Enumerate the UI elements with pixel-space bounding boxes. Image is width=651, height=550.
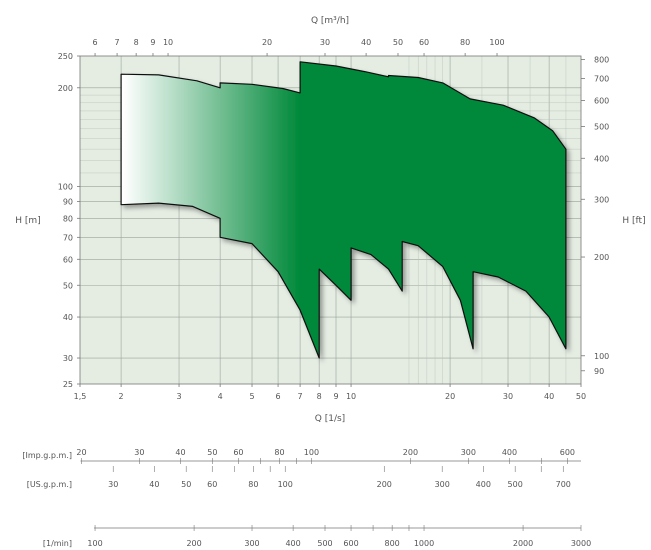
- flow-scale-tick-label: 400: [502, 448, 517, 457]
- x-tick-label: 7: [298, 392, 303, 401]
- x2-tick-label: 40: [361, 38, 371, 47]
- x-tick-label: 30: [503, 392, 513, 401]
- x-tick-label: 1,5: [74, 392, 87, 401]
- y2-tick-label: 700: [594, 75, 609, 84]
- x2-tick-label: 9: [150, 38, 155, 47]
- flow-scale-tick-label: 40: [149, 480, 159, 489]
- flow-scale-tick-label: 200: [403, 448, 418, 457]
- x2-tick-label: 20: [262, 38, 272, 47]
- y-tick-label: 25: [63, 380, 73, 389]
- x2-tick-label: 6: [93, 38, 98, 47]
- flow-scale-tick-label: 500: [508, 480, 523, 489]
- x2-tick-label: 50: [393, 38, 403, 47]
- y2-tick-label: 500: [594, 123, 609, 132]
- y-tick-label: 30: [63, 354, 73, 363]
- flow-scale-tick-label: 100: [304, 448, 319, 457]
- axis-ticks: 1,5 2 3 4 5 6 7 8 9 10 20 30 40 50 25 30 40 50 60 70 80 90 100…: [58, 38, 610, 401]
- plot-frame: [79, 55, 582, 385]
- flow-scale-tick-label: 100: [87, 539, 102, 548]
- flow-scale-tick-label: 2000: [513, 539, 533, 548]
- flow-scale-unit-label: [Imp.g.p.m.]: [22, 451, 72, 460]
- flow-scale-tick-label: 500: [317, 539, 332, 548]
- flow-scale-tick-label: 600: [343, 539, 358, 548]
- flow-scale-tick-label: 3000: [571, 539, 591, 548]
- flow-scale-tick-label: 80: [274, 448, 284, 457]
- x-tick-label: 8: [317, 392, 322, 401]
- y2-tick-label: 200: [594, 253, 609, 262]
- x2-tick-label: 100: [489, 38, 504, 47]
- flow-scale-tick-label: 400: [476, 480, 491, 489]
- flow-scale-tick-label: 60: [233, 448, 243, 457]
- flow-scale-tick-label: 40: [175, 448, 185, 457]
- y2-tick-label: 600: [594, 97, 609, 106]
- flow-scale-tick-label: 100: [278, 480, 293, 489]
- x-tick-label: 5: [249, 392, 254, 401]
- x-tick-label: 20: [445, 392, 455, 401]
- x2-tick-label: 30: [320, 38, 330, 47]
- flow-scale-tick-label: 30: [134, 448, 144, 457]
- flow-scale-tick-label: 800: [385, 539, 400, 548]
- y-tick-label: 40: [63, 313, 73, 322]
- flow-scale-tick-label: 20: [76, 448, 86, 457]
- flow-scale-tick-label: 60: [207, 480, 217, 489]
- flow-scale-tick-label: 80: [248, 480, 258, 489]
- flow-scale-tick-label: 300: [244, 539, 259, 548]
- flow-scale-tick-label: 30: [108, 480, 118, 489]
- y2-tick-label: 300: [594, 195, 609, 204]
- x2-axis-title: Q [m³/h]: [311, 16, 349, 26]
- x-tick-label: 4: [218, 392, 223, 401]
- x2-tick-label: 8: [134, 38, 139, 47]
- y-tick-label: 80: [63, 214, 73, 223]
- x2-tick-label: 60: [419, 38, 429, 47]
- y-tick-label: 90: [63, 198, 73, 207]
- x2-tick-label: 80: [460, 38, 470, 47]
- flow-scale-unit-label: [1/min]: [43, 539, 72, 548]
- y2-tick-label: 90: [594, 367, 604, 376]
- y-tick-label: 200: [58, 84, 73, 93]
- flow-scale-tick-label: 50: [207, 448, 217, 457]
- flow-scale-tick-label: 50: [181, 480, 191, 489]
- y-tick-label: 250: [58, 52, 73, 61]
- x-tick-label: 6: [276, 392, 281, 401]
- x-axis-title: Q [1/s]: [315, 414, 345, 424]
- y2-axis-title: H [ft]: [622, 216, 645, 226]
- x-tick-label: 50: [576, 392, 586, 401]
- flow-scale-tick-label: 200: [186, 539, 201, 548]
- x2-tick-label: 7: [115, 38, 120, 47]
- x-tick-label: 40: [544, 392, 554, 401]
- x-tick-label: 2: [119, 392, 124, 401]
- performance-envelope-area: [120, 61, 567, 359]
- flow-scale-tick-label: 1000: [414, 539, 434, 548]
- y2-tick-label: 100: [594, 352, 609, 361]
- flow-scale-tick-label: 400: [285, 539, 300, 548]
- flow-unit-scales: [Imp.g.p.m.] 20 30 40 50 60 80 100 200 300 400 600 […: [22, 448, 591, 548]
- x-tick-label: 3: [176, 392, 181, 401]
- y2-tick-label: 800: [594, 56, 609, 65]
- y2-tick-label: 400: [594, 154, 609, 163]
- x2-tick-label: 10: [163, 38, 173, 47]
- flow-scale-tick-label: 300: [461, 448, 476, 457]
- y-tick-label: 50: [63, 281, 73, 290]
- y-axis-title: H [m]: [15, 216, 40, 226]
- y-tick-label: 60: [63, 255, 73, 264]
- flow-scale-tick-label: 700: [556, 480, 571, 489]
- y-tick-label: 100: [58, 183, 73, 192]
- flow-scale-unit-label: [US.g.p.m.]: [27, 480, 72, 489]
- x-tick-label: 9: [333, 392, 338, 401]
- y-tick-label: 70: [63, 233, 73, 242]
- flow-scale-tick-label: 300: [435, 480, 450, 489]
- flow-scale-tick-label: 200: [377, 480, 392, 489]
- x-tick-label: 10: [346, 392, 356, 401]
- flow-scale-tick-label: 600: [560, 448, 575, 457]
